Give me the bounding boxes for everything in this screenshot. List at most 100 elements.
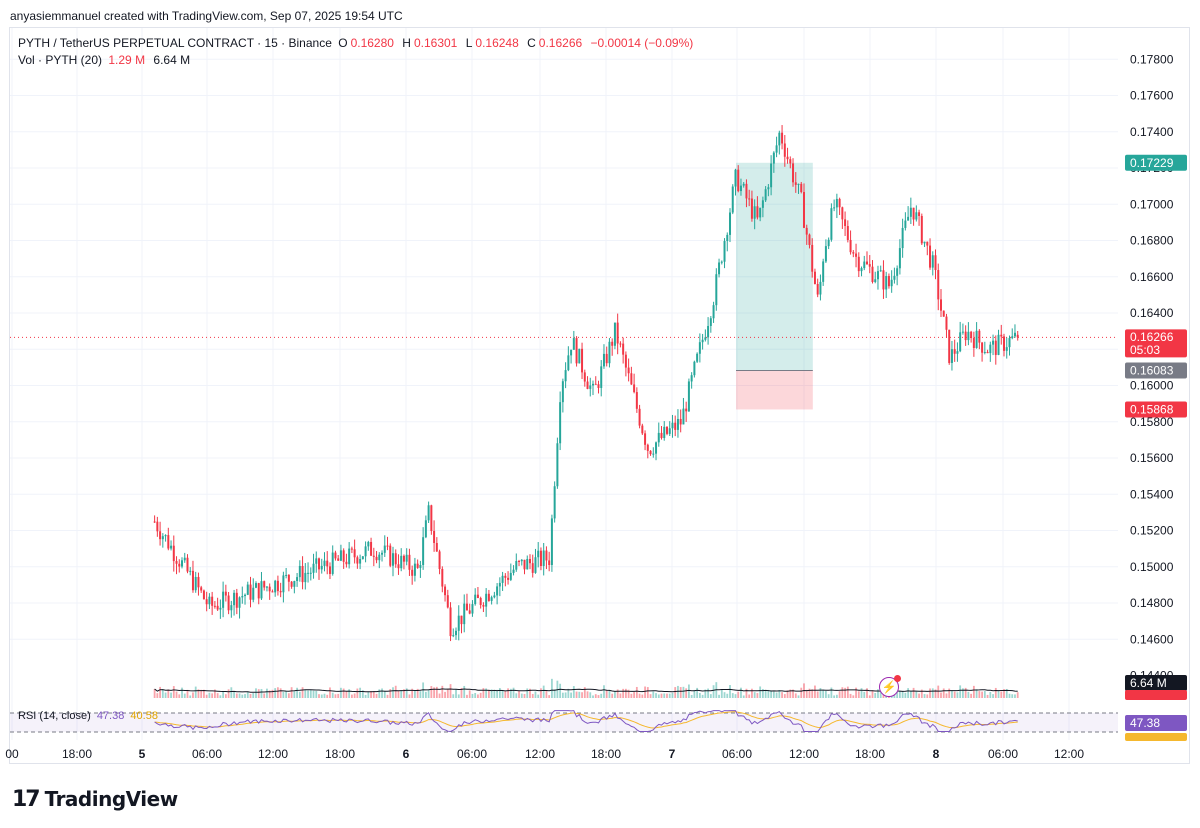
candle-body: [268, 586, 271, 592]
candle: [619, 341, 622, 348]
candle-body: [320, 565, 323, 570]
candle: [978, 329, 981, 350]
volume-bar: [616, 689, 619, 698]
volume-bar: [416, 688, 419, 698]
volume-bar: [241, 694, 244, 698]
candle-body: [378, 554, 381, 561]
volume-bar: [405, 688, 408, 698]
candle-body: [575, 338, 578, 364]
candle-body: [950, 349, 953, 363]
volume-bar: [466, 694, 468, 698]
candle-body: [882, 270, 885, 290]
candle: [918, 209, 921, 226]
volume-bar: [153, 689, 156, 698]
candle: [970, 330, 973, 343]
price-tick-label: 0.14800: [1130, 596, 1174, 610]
candle-body: [918, 212, 921, 216]
candle-body: [189, 570, 192, 572]
volume-ma-badge-bg: [1125, 675, 1187, 691]
time-tick-label: 7: [669, 747, 676, 761]
volume-bar: [871, 690, 874, 698]
candle: [550, 514, 553, 572]
candle: [989, 341, 992, 362]
candle: [279, 582, 282, 598]
candle: [213, 601, 216, 609]
rsi-label[interactable]: RSI (14, close): [18, 710, 91, 722]
rsi-pane: [10, 710, 1118, 733]
candle-body: [424, 520, 427, 538]
candle-body: [159, 531, 162, 540]
candle: [663, 421, 666, 441]
price-tick-label: 0.16000: [1130, 379, 1174, 393]
volume-bar: [572, 686, 575, 698]
volume-bar: [345, 691, 348, 698]
price-tick-label: 0.15200: [1130, 524, 1174, 538]
candle: [723, 238, 726, 269]
volume-label[interactable]: Vol · PYTH (20): [18, 53, 103, 67]
candle: [649, 450, 652, 456]
bolt-alert-icon[interactable]: ⚡: [879, 675, 901, 697]
volume-bar: [386, 694, 389, 698]
candle-body: [715, 274, 718, 306]
volume-bar: [570, 692, 572, 698]
candle: [931, 251, 934, 276]
volume-bar: [323, 693, 326, 698]
candle: [323, 552, 326, 572]
candle: [260, 571, 263, 600]
candle: [318, 557, 321, 580]
candle: [690, 372, 693, 389]
candle: [339, 544, 342, 562]
candle: [855, 243, 858, 268]
candle: [241, 586, 244, 604]
volume-bar: [408, 694, 411, 698]
volume-bar: [685, 688, 688, 698]
candle: [252, 578, 255, 603]
candle: [761, 196, 764, 218]
volume-bar: [731, 693, 734, 698]
candle: [945, 313, 948, 338]
candle-body: [890, 279, 893, 287]
candle-body: [753, 206, 756, 219]
candle-body: [827, 239, 830, 247]
close-label: C: [527, 36, 536, 50]
volume-bar: [230, 687, 233, 698]
volume-bar: [819, 688, 822, 698]
volume-bar: [564, 692, 567, 698]
volume-bar: [312, 690, 315, 698]
position-tool: [736, 162, 813, 410]
volume-bar: [677, 685, 679, 698]
close-value: 0.16266: [538, 36, 583, 50]
candle: [191, 560, 194, 593]
candle-body: [663, 426, 666, 439]
candle-body: [772, 152, 775, 164]
volume-bar: [441, 685, 444, 698]
volume-bar: [277, 687, 279, 698]
candle-body: [939, 299, 942, 311]
candle-body: [726, 234, 729, 242]
volume-bar: [512, 687, 515, 698]
volume-bar: [860, 688, 863, 698]
candle-body: [285, 574, 288, 576]
candle: [200, 585, 203, 593]
candle-body: [490, 597, 493, 601]
volume-bar: [907, 688, 910, 698]
candle-body: [630, 373, 633, 385]
volume-bar: [446, 688, 449, 698]
volume-ma-value: 6.64 M: [153, 53, 191, 67]
volume-bar: [822, 689, 825, 698]
candle: [1011, 328, 1014, 340]
candle: [808, 233, 811, 249]
volume-bar: [578, 691, 581, 698]
candle-body: [978, 330, 981, 343]
candle: [501, 571, 504, 591]
volume-bar: [808, 688, 811, 698]
symbol-label[interactable]: PYTH / TetherUS PERPETUAL CONTRACT · 15 …: [18, 36, 332, 50]
tradingview-logo[interactable]: 17 TradingView: [12, 786, 178, 812]
candle-body: [238, 597, 241, 608]
candle-body: [260, 581, 263, 599]
candle: [745, 179, 748, 208]
volume-bar: [740, 687, 742, 698]
candle: [419, 560, 422, 578]
candle: [904, 212, 907, 231]
